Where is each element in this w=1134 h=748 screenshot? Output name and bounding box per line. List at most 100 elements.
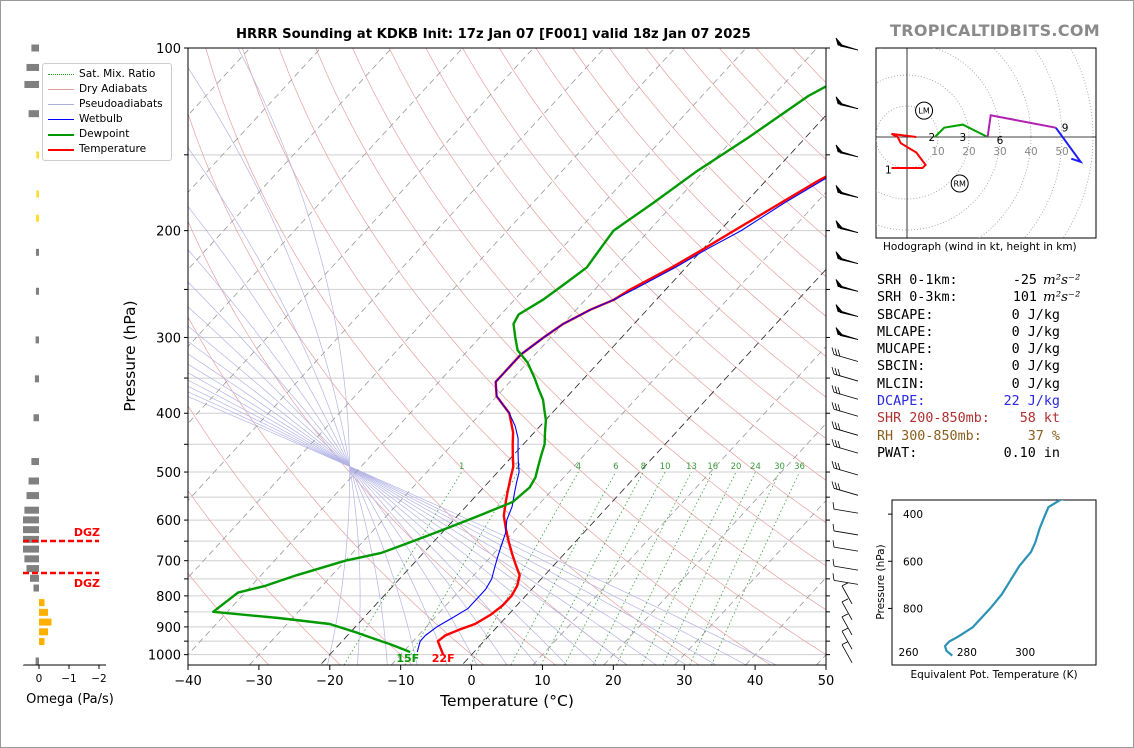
- wind-barbs: [831, 37, 859, 663]
- mixing-ratio-line: [404, 471, 519, 665]
- legend-item-wetbulb: Wetbulb: [43, 112, 171, 126]
- mixing-ratio-label: 1: [459, 462, 464, 472]
- param-value: 37 %: [1027, 428, 1060, 444]
- wind-barb-flag: [835, 251, 859, 265]
- parameter-table: SRH 0-1km: -25 m²s⁻² SRH 0-3km: 101 m²s⁻…: [877, 272, 1097, 462]
- dry-adiabat-line: [188, 572, 270, 665]
- omega-bar: [33, 584, 39, 592]
- legend-item-sat-mix-ratio: Sat. Mix. Ratio: [43, 67, 171, 81]
- dry-adiabat-line: [572, 48, 826, 317]
- omega-bar: [24, 555, 39, 563]
- pseudoadiabat-line: [188, 372, 657, 665]
- wind-barb-feather: [834, 386, 838, 394]
- wind-barb-feather: [834, 348, 838, 356]
- wind-barb-staff: [833, 408, 859, 417]
- omega-bar: [23, 526, 39, 534]
- pseudoadiabat-line: [188, 353, 597, 665]
- profile-line-temperature: [436, 175, 826, 656]
- legend: Sat. Mix. Ratio Dry Adiabats Pseudoadiab…: [42, 63, 172, 161]
- dry-adiabat-line: [188, 316, 485, 665]
- param-label: SRH 0-3km:: [877, 290, 958, 306]
- wind-barb-feather: [831, 366, 835, 375]
- legend-label: Sat. Mix. Ratio: [79, 68, 156, 80]
- wind-barb-staff: [839, 152, 859, 158]
- y-tick-label: 200: [156, 225, 181, 240]
- legend-label: Pseudoadiabats: [79, 98, 163, 110]
- wind-barb-feather: [834, 403, 838, 411]
- pseudoadiabat-line: [188, 396, 777, 665]
- param-label: SRH 0-1km:: [877, 273, 958, 288]
- omega-bar: [33, 414, 39, 422]
- wind-barb-staff: [839, 335, 859, 340]
- wind-barb-feather: [831, 460, 835, 469]
- hodograph-ring-label: 30: [993, 146, 1006, 158]
- y-tick-label: 800: [156, 590, 181, 605]
- x-tick-label: 20: [605, 674, 622, 689]
- x-tick-label: 10: [534, 674, 551, 689]
- wind-barb-feather: [831, 438, 835, 447]
- param-value: 0 J/kg: [1011, 307, 1060, 323]
- param-unit: m²s⁻²: [1043, 290, 1081, 306]
- pseudoadiabat-line: [188, 391, 747, 665]
- param-label: SBCAPE:: [877, 307, 934, 323]
- wind-barb-staff: [841, 630, 853, 650]
- mixing-ratio-line: [616, 471, 714, 665]
- storm-motion-label: RM: [953, 180, 966, 189]
- theta-e-frame: [891, 499, 1097, 666]
- wind-barb-feather: [831, 385, 835, 393]
- param-unit: m²s⁻²: [1043, 273, 1081, 288]
- mixing-ratio-label: 30: [774, 462, 785, 472]
- param-sbcin: SBCIN: 0 J/kg: [877, 358, 1097, 375]
- wind-barb-staff: [839, 287, 859, 292]
- mixing-ratio-line: [711, 471, 800, 665]
- omega-bar: [31, 458, 39, 466]
- storm-motion-marker: [950, 174, 969, 193]
- surface-temperature-label: 22F: [432, 652, 455, 665]
- x-tick-label: 30: [676, 674, 693, 689]
- dry-adiabat-line: [315, 48, 826, 611]
- dry-adiabat-line: [188, 490, 341, 665]
- wind-barb-feather: [837, 387, 841, 395]
- param-value: 58 kt: [1019, 411, 1060, 427]
- x-tick-label: −20: [316, 674, 343, 689]
- omega-bar: [23, 545, 39, 553]
- legend-swatch: [48, 134, 74, 136]
- dry-adiabat-line: [188, 112, 628, 665]
- pseudoadiabat-line: [188, 281, 478, 665]
- pseudoadiabat-line: [188, 363, 627, 665]
- wind-barb-feather: [834, 422, 838, 430]
- mixing-ratio-line: [343, 471, 463, 665]
- wind-barb-staff: [841, 644, 853, 663]
- wind-barb-feather: [841, 613, 849, 618]
- wind-barb-staff: [841, 585, 853, 605]
- omega-bar: [39, 608, 48, 616]
- omega-bar: [35, 336, 39, 344]
- mixing-ratio-line: [540, 471, 644, 665]
- theta-e-x-tick-label: 260: [899, 647, 919, 659]
- wind-barb-feather: [832, 540, 835, 548]
- skewt-isotherms: [188, 48, 826, 665]
- theta-e-y-tick-label: 600: [903, 556, 923, 568]
- param-label: RH 300-850mb:: [877, 428, 982, 444]
- param-srh-0-3km: SRH 0-3km: 101 m²s⁻²: [877, 289, 1097, 306]
- wind-barb-staff: [839, 259, 859, 265]
- mixing-ratio-label: 16: [707, 462, 718, 472]
- param-label: DCAPE:: [877, 394, 926, 410]
- legend-item-dry-adiabats: Dry Adiabats: [43, 82, 171, 96]
- dry-adiabat-line: [425, 48, 826, 481]
- param-value: 101: [1012, 290, 1037, 306]
- wind-barb-feather: [834, 439, 838, 448]
- wind-barb-feather: [834, 367, 838, 376]
- omega-bar: [23, 516, 39, 524]
- wind-barb-feather: [837, 423, 841, 431]
- omega-bar: [36, 151, 39, 159]
- dgz-label-bottom: DGZ: [74, 577, 100, 590]
- wind-barb-feather: [837, 483, 841, 491]
- mixing-ratio-label: 4: [576, 462, 581, 472]
- dry-adiabat-line: [352, 48, 826, 567]
- param-label: PWAT:: [877, 445, 918, 461]
- mixing-ratio-label: 24: [750, 462, 761, 472]
- hodograph-segment: [891, 132, 927, 169]
- wind-barb-staff: [833, 508, 859, 514]
- mixing-ratio-label: 13: [686, 462, 697, 472]
